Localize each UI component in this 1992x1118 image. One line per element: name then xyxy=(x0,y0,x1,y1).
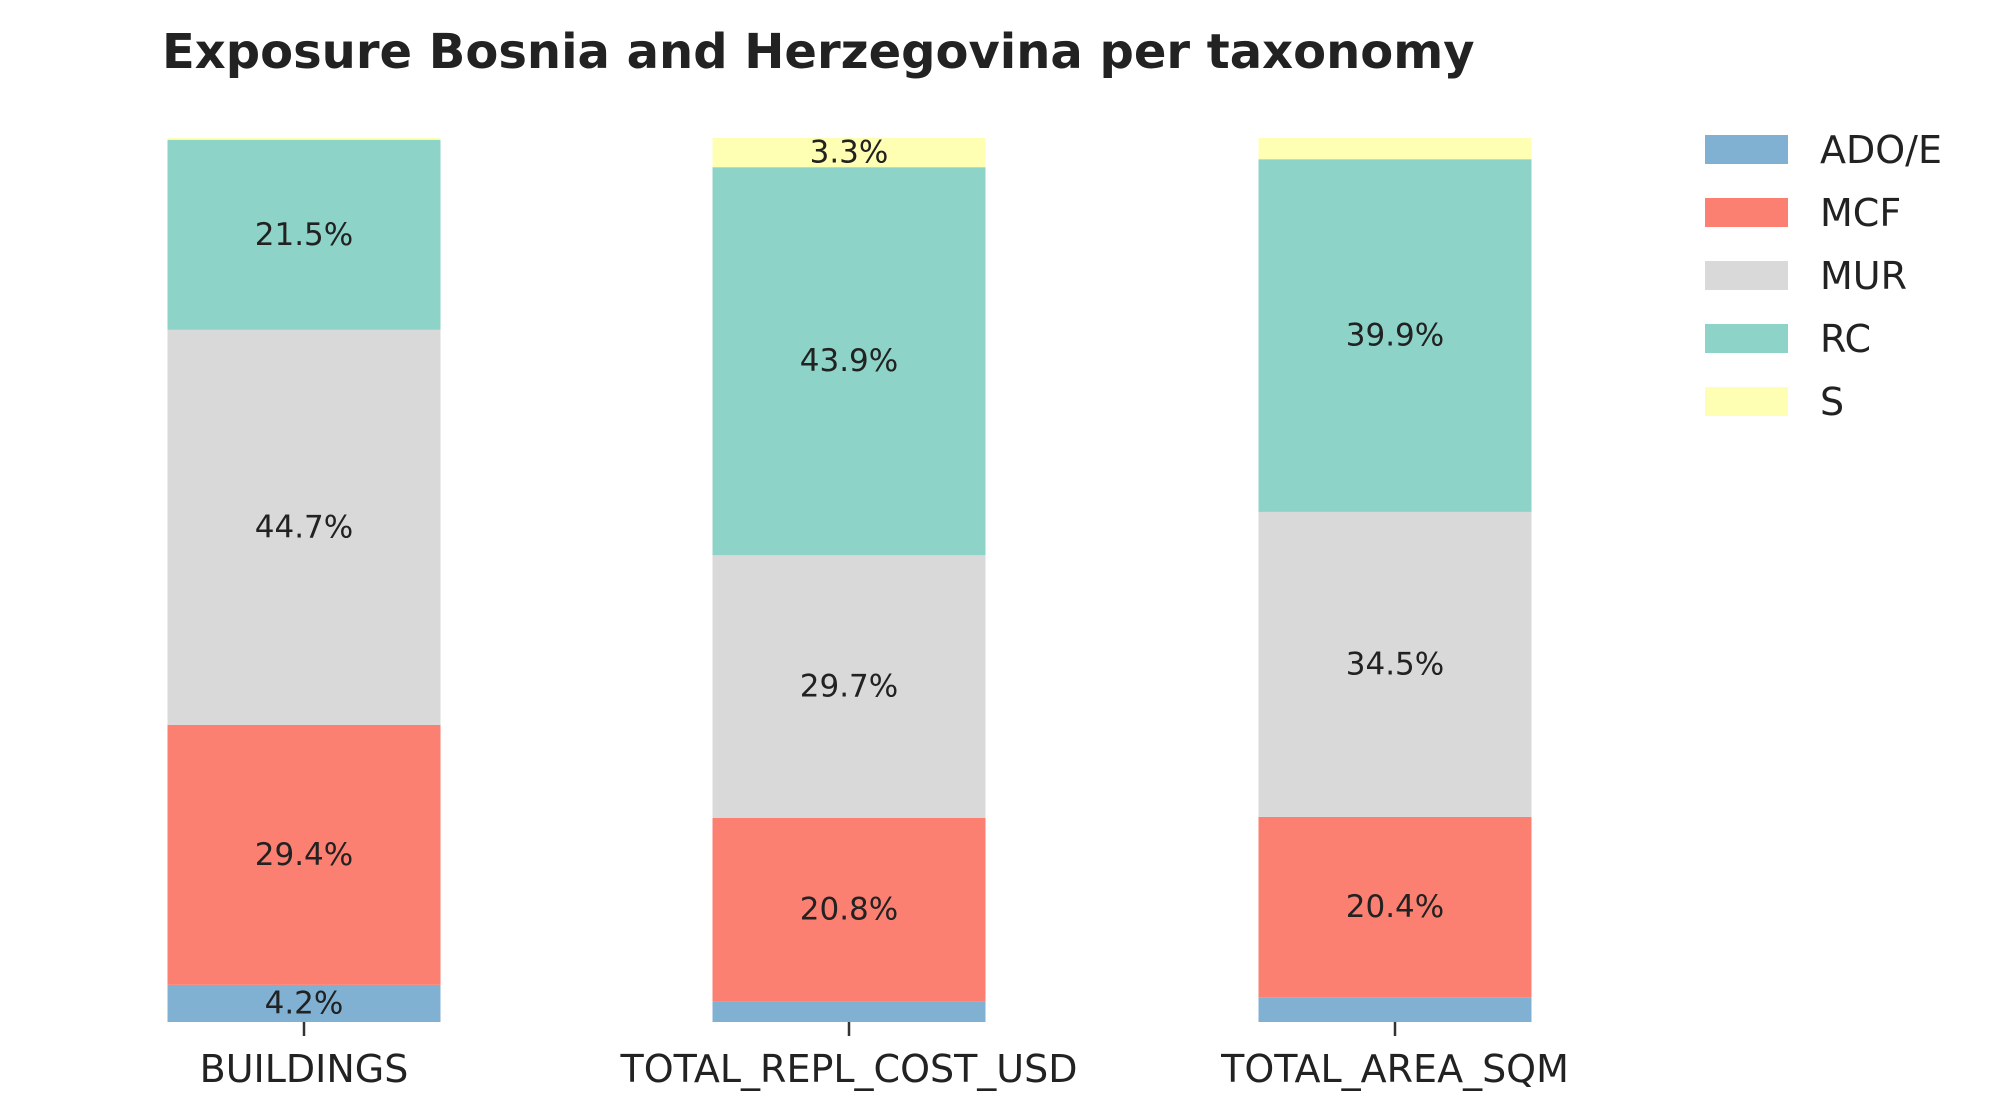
x-tick-label: TOTAL_AREA_SQM xyxy=(1220,1047,1569,1091)
chart-title: Exposure Bosnia and Herzegovina per taxo… xyxy=(162,24,1475,80)
bar-segment-mur xyxy=(167,329,441,725)
legend-label: MCF xyxy=(1820,191,1901,235)
bar-segment-ado-e xyxy=(167,984,441,1022)
bars-group xyxy=(167,138,1532,1022)
x-tick-label: TOTAL_REPL_COST_USD xyxy=(619,1047,1077,1091)
bar-segment-mcf xyxy=(167,724,441,985)
legend-swatch xyxy=(1705,198,1788,227)
x-tick-label: BUILDINGS xyxy=(200,1047,409,1091)
bar-segment-s xyxy=(1258,138,1532,160)
bar-segment-mcf xyxy=(1258,816,1532,998)
legend-label: S xyxy=(1820,380,1844,424)
data-label: 20.4% xyxy=(1346,889,1444,925)
legend-label: RC xyxy=(1820,317,1871,361)
legend: ADO/E MCF MUR RC S xyxy=(1705,128,1942,424)
data-label: 20.8% xyxy=(800,892,898,928)
legend-label: MUR xyxy=(1820,254,1907,298)
x-axis: BUILDINGS TOTAL_REPL_COST_USD TOTAL_AREA_S… xyxy=(200,1022,1569,1091)
bar-segment-mur xyxy=(1258,511,1532,817)
data-label: 29.4% xyxy=(255,837,353,873)
legend-swatch xyxy=(1705,261,1788,290)
bar-segment-s xyxy=(712,138,986,168)
data-label: 39.9% xyxy=(1346,318,1444,354)
data-label: 44.7% xyxy=(255,509,353,545)
legend-label: ADO/E xyxy=(1820,128,1942,172)
bar-segment-ado-e xyxy=(712,1001,986,1022)
bar-segment-mcf xyxy=(712,817,986,1002)
bar-segment-s xyxy=(167,138,441,140)
data-label: 29.7% xyxy=(800,669,898,705)
bar-segment-rc xyxy=(167,139,441,330)
data-label: 21.5% xyxy=(255,217,353,253)
legend-swatch xyxy=(1705,135,1788,164)
data-label: 3.3% xyxy=(810,135,889,171)
data-label: 34.5% xyxy=(1346,646,1444,682)
legend-swatch xyxy=(1705,324,1788,353)
bar-segment-ado-e xyxy=(1258,997,1532,1022)
bar-labels-group: 4.2% 29.4% 44.7% 21.5% 20.8% 29.7% 43.9% 3.3% 20… xyxy=(255,135,1444,1022)
data-label: 43.9% xyxy=(800,343,898,379)
bar-segment-rc xyxy=(1258,159,1532,512)
bar-segment-mur xyxy=(712,555,986,818)
legend-swatch xyxy=(1705,387,1788,416)
data-label: 4.2% xyxy=(265,985,344,1021)
bar-segment-rc xyxy=(712,167,986,556)
